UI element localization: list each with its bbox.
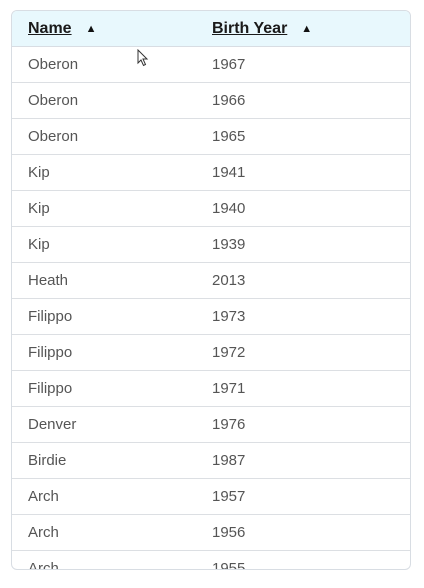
cell-birth-year: 1965: [212, 128, 246, 145]
cell-name: Kip: [28, 236, 50, 253]
cell-birth-year: 1940: [212, 200, 246, 217]
cell-name: Birdie: [28, 452, 67, 469]
table-row: Arch 1957: [12, 479, 410, 515]
sort-ascending-icon: ▲: [85, 22, 97, 35]
cell-name: Heath: [28, 272, 69, 289]
sort-ascending-icon: ▲: [301, 22, 313, 35]
table-row: Heath 2013: [12, 263, 410, 299]
cell-name: Arch: [28, 524, 59, 541]
cell-name: Filippo: [28, 380, 73, 397]
table-row: Kip 1941: [12, 155, 410, 191]
cell-birth-year: 1941: [212, 164, 246, 181]
table-row: Arch 1956: [12, 515, 410, 551]
cell-name: Denver: [28, 416, 77, 433]
cell-name: Oberon: [28, 56, 79, 73]
table-row: Filippo 1971: [12, 371, 410, 407]
cell-birth-year: 1967: [212, 56, 246, 73]
cell-name: Oberon: [28, 92, 79, 109]
table-header: Name ▲ Birth Year ▲: [12, 11, 410, 47]
column-header-name[interactable]: Name ▲: [12, 20, 196, 38]
cell-birth-year: 2013: [212, 272, 246, 289]
table-row: Oberon 1966: [12, 83, 410, 119]
cell-birth-year: 1966: [212, 92, 246, 109]
cell-birth-year: 1957: [212, 488, 246, 505]
table-row: Filippo 1973: [12, 299, 410, 335]
cell-birth-year: 1956: [212, 524, 246, 541]
cell-name: Arch: [28, 560, 59, 570]
table-row: Oberon 1967: [12, 47, 410, 83]
column-header-birth-year-label: Birth Year: [212, 19, 288, 37]
table-body: Oberon 1967 Oberon 1966 Oberon 1965 Kip 1941 Kip…: [12, 47, 410, 570]
table-row: Birdie 1987: [12, 443, 410, 479]
table-row: Kip 1940: [12, 191, 410, 227]
cell-birth-year: 1987: [212, 452, 246, 469]
table-row: Filippo 1972: [12, 335, 410, 371]
cell-birth-year: 1972: [212, 344, 246, 361]
cell-name: Arch: [28, 488, 59, 505]
table-row: Oberon 1965: [12, 119, 410, 155]
cell-name: Filippo: [28, 308, 73, 325]
cell-birth-year: 1976: [212, 416, 246, 433]
cell-birth-year: 1973: [212, 308, 246, 325]
cell-birth-year: 1939: [212, 236, 246, 253]
column-header-birth-year[interactable]: Birth Year ▲: [196, 20, 410, 38]
cell-name: Kip: [28, 200, 50, 217]
column-header-name-label: Name: [28, 19, 72, 37]
cell-birth-year: 1955: [212, 560, 246, 570]
data-table: Name ▲ Birth Year ▲ Oberon 1967 Oberon 1966…: [11, 10, 411, 570]
cell-name: Oberon: [28, 128, 79, 145]
cell-name: Filippo: [28, 344, 73, 361]
table-row: Arch 1955: [12, 551, 410, 570]
cell-name: Kip: [28, 164, 50, 181]
table-row: Kip 1939: [12, 227, 410, 263]
table-row: Denver 1976: [12, 407, 410, 443]
cell-birth-year: 1971: [212, 380, 246, 397]
mouse-cursor-icon: [137, 49, 149, 67]
